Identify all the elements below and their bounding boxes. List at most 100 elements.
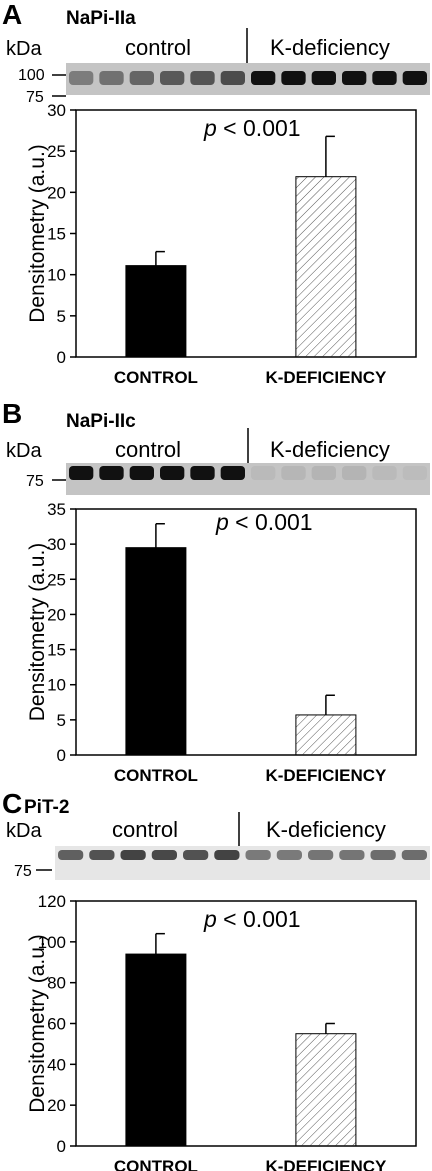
bar-control	[125, 547, 187, 756]
y-tick-label: 30	[47, 535, 66, 554]
x-category-label: CONTROL	[114, 368, 198, 387]
blot-band	[220, 466, 245, 480]
blot-strip	[55, 846, 430, 880]
blot-group-control: control	[115, 437, 181, 462]
blot-lanes	[58, 850, 427, 860]
y-tick-label: 15	[47, 641, 66, 660]
y-tick-label: 40	[47, 1055, 66, 1074]
y-tick-label: 20	[47, 605, 66, 624]
marker-100: 100	[18, 67, 45, 84]
y-tick-label: 25	[47, 142, 66, 161]
marker-75: 75	[26, 473, 44, 490]
plot-frame	[75, 508, 417, 756]
blot-band	[129, 71, 154, 85]
blot-band	[342, 71, 367, 85]
blot-band	[311, 466, 336, 480]
bar-k-deficiency	[295, 1033, 357, 1147]
blot-strip	[66, 463, 430, 495]
blot-band	[220, 71, 245, 85]
panel-letter: C	[2, 788, 22, 819]
blot-lanes	[69, 71, 427, 85]
blot-band	[281, 466, 306, 480]
panel-letter: B	[2, 398, 22, 429]
blot-strip	[66, 63, 430, 95]
blot-band	[99, 71, 124, 85]
panel-letter: A	[2, 0, 22, 30]
blot-band	[99, 466, 124, 480]
blot-band	[276, 850, 302, 860]
y-axis-label: Densitometry (a.u.)	[26, 543, 49, 722]
y-tick-label: 30	[47, 101, 66, 120]
blot-band	[245, 850, 271, 860]
blot-band	[342, 466, 367, 480]
blot-band	[339, 850, 365, 860]
y-tick-label: 15	[47, 225, 66, 244]
protein-name: PiT-2	[24, 797, 69, 818]
blot-band	[190, 466, 215, 480]
blot-band	[69, 466, 94, 480]
kda-label: kDa	[6, 440, 42, 462]
y-tick-label: 10	[47, 266, 66, 285]
panel-c: C PiT-2 kDa control K-deficiency 75 p < …	[0, 785, 432, 1171]
blot-band	[151, 850, 177, 860]
bar-k-deficiency	[295, 714, 357, 756]
blot-band	[308, 850, 334, 860]
bar-control	[125, 953, 187, 1147]
y-axis-label: Densitometry (a.u.)	[26, 144, 49, 323]
y-axis-label: Densitometry (a.u.)	[26, 934, 49, 1113]
kda-label: kDa	[6, 38, 42, 60]
blot-band	[372, 71, 397, 85]
y-tick-label: 0	[57, 348, 66, 367]
panel-a-figure: A NaPi-IIa kDa control K-deficiency 100 …	[2, 0, 430, 387]
x-category-label: CONTROL	[114, 1157, 198, 1171]
bar-k-deficiency	[295, 176, 357, 358]
kda-label: kDa	[6, 820, 42, 842]
blot-band	[183, 850, 209, 860]
marker-75: 75	[26, 89, 44, 106]
blot-band	[372, 466, 397, 480]
y-tick-label: 10	[47, 676, 66, 695]
blot-group-control: control	[125, 35, 191, 60]
blot-band	[281, 71, 306, 85]
blot-band	[69, 71, 94, 85]
blot-group-kdef: K-deficiency	[270, 437, 390, 462]
x-category-label: K-DEFICIENCY	[265, 766, 387, 785]
y-tick-label: 80	[47, 974, 66, 993]
blot-band	[251, 466, 276, 480]
bar-chart: 0 5 10 15 20 25 30 Densitometry (a.u.) CONTROL K-…	[26, 101, 417, 387]
y-tick-label: 0	[57, 1137, 66, 1156]
blot-band	[214, 850, 240, 860]
panel-a: A NaPi-IIa kDa control K-deficiency 100 …	[0, 0, 432, 395]
blot-band	[89, 850, 115, 860]
p-value-annotation: p < 0.001	[215, 509, 313, 535]
blot-band	[402, 71, 427, 85]
panel-c-figure: C PiT-2 kDa control K-deficiency 75 p < …	[2, 788, 430, 1171]
panel-b: B NaPi-IIc kDa control K-deficiency 75 p…	[0, 395, 432, 785]
blot-band	[370, 850, 396, 860]
blot-group-control: control	[112, 817, 178, 842]
blot-lanes	[69, 466, 427, 480]
marker-75: 75	[14, 863, 32, 880]
y-tick-label: 100	[38, 933, 66, 952]
x-category-label: CONTROL	[114, 766, 198, 785]
y-tick-label: 25	[47, 570, 66, 589]
bar-chart: 0 5 10 15 20 25 30 35 Densitometry (a.u.) CONTROL…	[26, 500, 417, 785]
y-tick-label: 5	[57, 711, 66, 730]
protein-name: NaPi-IIa	[66, 8, 136, 29]
p-value-annotation: p < 0.001	[203, 115, 301, 141]
y-tick-label: 20	[47, 1096, 66, 1115]
panel-b-figure: B NaPi-IIc kDa control K-deficiency 75 p…	[2, 398, 430, 785]
protein-name: NaPi-IIc	[66, 411, 136, 432]
blot-band	[190, 71, 215, 85]
y-tick-label: 120	[38, 892, 66, 911]
blot-band	[160, 71, 185, 85]
blot-band	[129, 466, 154, 480]
blot-band	[251, 71, 276, 85]
blot-group-kdef: K-deficiency	[270, 35, 390, 60]
blot-band	[311, 71, 336, 85]
y-tick-label: 60	[47, 1015, 66, 1034]
blot-group-kdef: K-deficiency	[266, 817, 386, 842]
x-category-label: K-DEFICIENCY	[265, 1157, 387, 1171]
y-tick-label: 35	[47, 500, 66, 519]
blot-band	[402, 466, 427, 480]
